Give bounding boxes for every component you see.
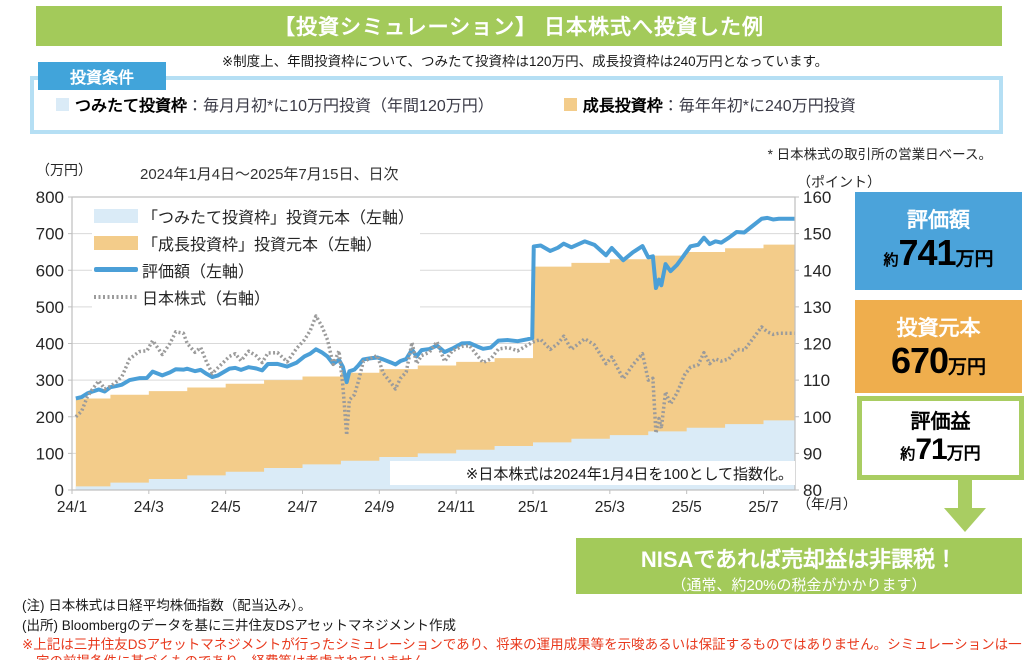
regulation-note: ※制度上、年間投資枠について、つみたて投資枠は120万円、成長投資枠は240万円… <box>221 54 829 69</box>
legend-item-tsumitate: 「つみたて投資枠」投資元本（左軸） <box>94 202 414 229</box>
legend-label: 「つみたて投資枠」投資元本（左軸） <box>142 209 415 227</box>
index-annotation: ※日本株式は2024年1月4日を100として指数化。 <box>390 461 795 485</box>
box-value: 670万円 <box>855 342 1022 380</box>
value-number: 670 <box>890 340 949 381</box>
svg-text:24/5: 24/5 <box>211 499 241 516</box>
value-number: 71 <box>915 433 947 466</box>
down-arrow-stem-icon <box>958 470 972 510</box>
conditions-box <box>30 76 1003 134</box>
condition-tsumitate: つみたて投資枠 ：毎月月初*に10万円投資（年間120万円） <box>56 92 494 116</box>
legend-item-nikkei: 日本株式（右軸） <box>94 283 414 310</box>
disclaimer-text: ※上記は三井住友DSアセットマネジメントが行ったシミュレーションであり、将来の運… <box>22 637 1022 660</box>
svg-text:24/3: 24/3 <box>134 499 164 516</box>
value-number: 741 <box>898 232 956 273</box>
tsumitate-swatch-icon <box>56 97 69 111</box>
svg-text:100: 100 <box>803 408 831 427</box>
legend-label: 「成長投資枠」投資元本（左軸） <box>142 236 383 254</box>
svg-text:24/9: 24/9 <box>364 499 394 516</box>
down-arrow-head-icon <box>944 508 986 532</box>
svg-text:25/1: 25/1 <box>518 499 548 516</box>
left-axis-unit: （万円） <box>36 162 92 178</box>
value-unit: 万円 <box>946 444 981 463</box>
box-label: 評価益 <box>910 411 971 433</box>
value-prefix: 約 <box>883 252 899 269</box>
gain-box: 評価益 約71万円 <box>857 396 1024 480</box>
svg-text:25/3: 25/3 <box>595 499 625 516</box>
footnote-source: (出所) Bloombergのデータを基に三井住友DSアセットマネジメント作成 <box>22 618 457 633</box>
legend-item-valuation: 評価額（左軸） <box>94 256 414 283</box>
svg-text:600: 600 <box>36 261 64 280</box>
right-axis-unit: （ポイント） <box>797 174 881 190</box>
box-value: 約71万円 <box>862 434 1019 466</box>
condition-name: つみたて投資枠 <box>75 98 188 115</box>
svg-text:24/11: 24/11 <box>437 499 475 516</box>
svg-text:90: 90 <box>803 444 822 463</box>
box-label: 評価額 <box>907 209 970 232</box>
legend-item-growth: 「成長投資枠」投資元本（左軸） <box>94 229 414 256</box>
conditions-items: つみたて投資枠 ：毎月月初*に10万円投資（年間120万円） 成長投資枠 ：毎年… <box>56 92 1006 116</box>
legend-label: 評価額（左軸） <box>142 263 255 281</box>
valuation-line-swatch-icon <box>94 267 138 272</box>
svg-text:24/7: 24/7 <box>287 499 317 516</box>
svg-text:500: 500 <box>36 298 64 317</box>
growth-area-swatch-icon <box>94 235 138 250</box>
x-axis-unit: （年/月） <box>797 496 857 512</box>
condition-desc: ：毎月月初*に10万円投資（年間120万円） <box>187 98 494 115</box>
box-label: 投資元本 <box>896 317 981 340</box>
value-unit: 万円 <box>955 249 994 270</box>
principal-box: 投資元本 670万円 <box>855 300 1022 393</box>
svg-text:140: 140 <box>803 261 831 280</box>
legend-label: 日本株式（右軸） <box>142 290 271 308</box>
svg-text:150: 150 <box>803 225 831 244</box>
svg-text:200: 200 <box>36 408 64 427</box>
nisa-callout-sub: （通常、約20%の税金がかかります） <box>671 577 927 594</box>
conditions-tag: 投資条件 <box>38 62 166 90</box>
value-unit: 万円 <box>948 357 987 378</box>
condition-desc: ：毎年年初*に240万円投資 <box>662 98 856 115</box>
nisa-callout: NISAであれば売却益は非課税！ （通常、約20%の税金がかかります） <box>576 538 1022 594</box>
svg-text:24/1: 24/1 <box>57 499 87 516</box>
condition-name: 成長投資枠 <box>582 98 663 115</box>
svg-text:120: 120 <box>803 335 831 354</box>
valuation-amount-box: 評価額 約741万円 <box>855 192 1022 290</box>
svg-text:25/7: 25/7 <box>748 499 778 516</box>
nisa-callout-main: NISAであれば売却益は非課税！ <box>640 547 958 572</box>
condition-growth: 成長投資枠 ：毎年年初*に240万円投資 <box>563 92 856 116</box>
box-value: 約741万円 <box>855 234 1022 272</box>
svg-text:800: 800 <box>36 188 64 207</box>
header-bar: 【投資シミュレーション】 日本株式へ投資した例 <box>36 6 1002 46</box>
chart-legend: 「つみたて投資枠」投資元本（左軸） 「成長投資枠」投資元本（左軸） 評価額（左軸… <box>92 200 421 312</box>
svg-text:400: 400 <box>36 335 64 354</box>
nikkei-line-swatch-icon <box>94 294 138 299</box>
svg-text:100: 100 <box>36 444 64 463</box>
business-day-footnote: * 日本株式の取引所の営業日ベース。 <box>767 147 992 162</box>
svg-text:110: 110 <box>803 371 830 390</box>
svg-text:700: 700 <box>36 225 64 244</box>
svg-text:0: 0 <box>55 481 64 500</box>
value-prefix: 約 <box>900 446 916 463</box>
page-title: 【投資シミュレーション】 日本株式へ投資した例 <box>274 16 764 39</box>
tsumitate-area-swatch-icon <box>94 208 138 223</box>
chart-subtitle: 2024年1月4日～2025年7月15日、日次 <box>140 166 399 183</box>
growth-swatch-icon <box>563 97 577 111</box>
svg-text:130: 130 <box>803 298 831 317</box>
svg-text:25/5: 25/5 <box>672 499 702 516</box>
svg-text:300: 300 <box>36 371 64 390</box>
footnote-index: (注) 日本株式は日経平均株価指数（配当込み）。 <box>22 598 312 613</box>
